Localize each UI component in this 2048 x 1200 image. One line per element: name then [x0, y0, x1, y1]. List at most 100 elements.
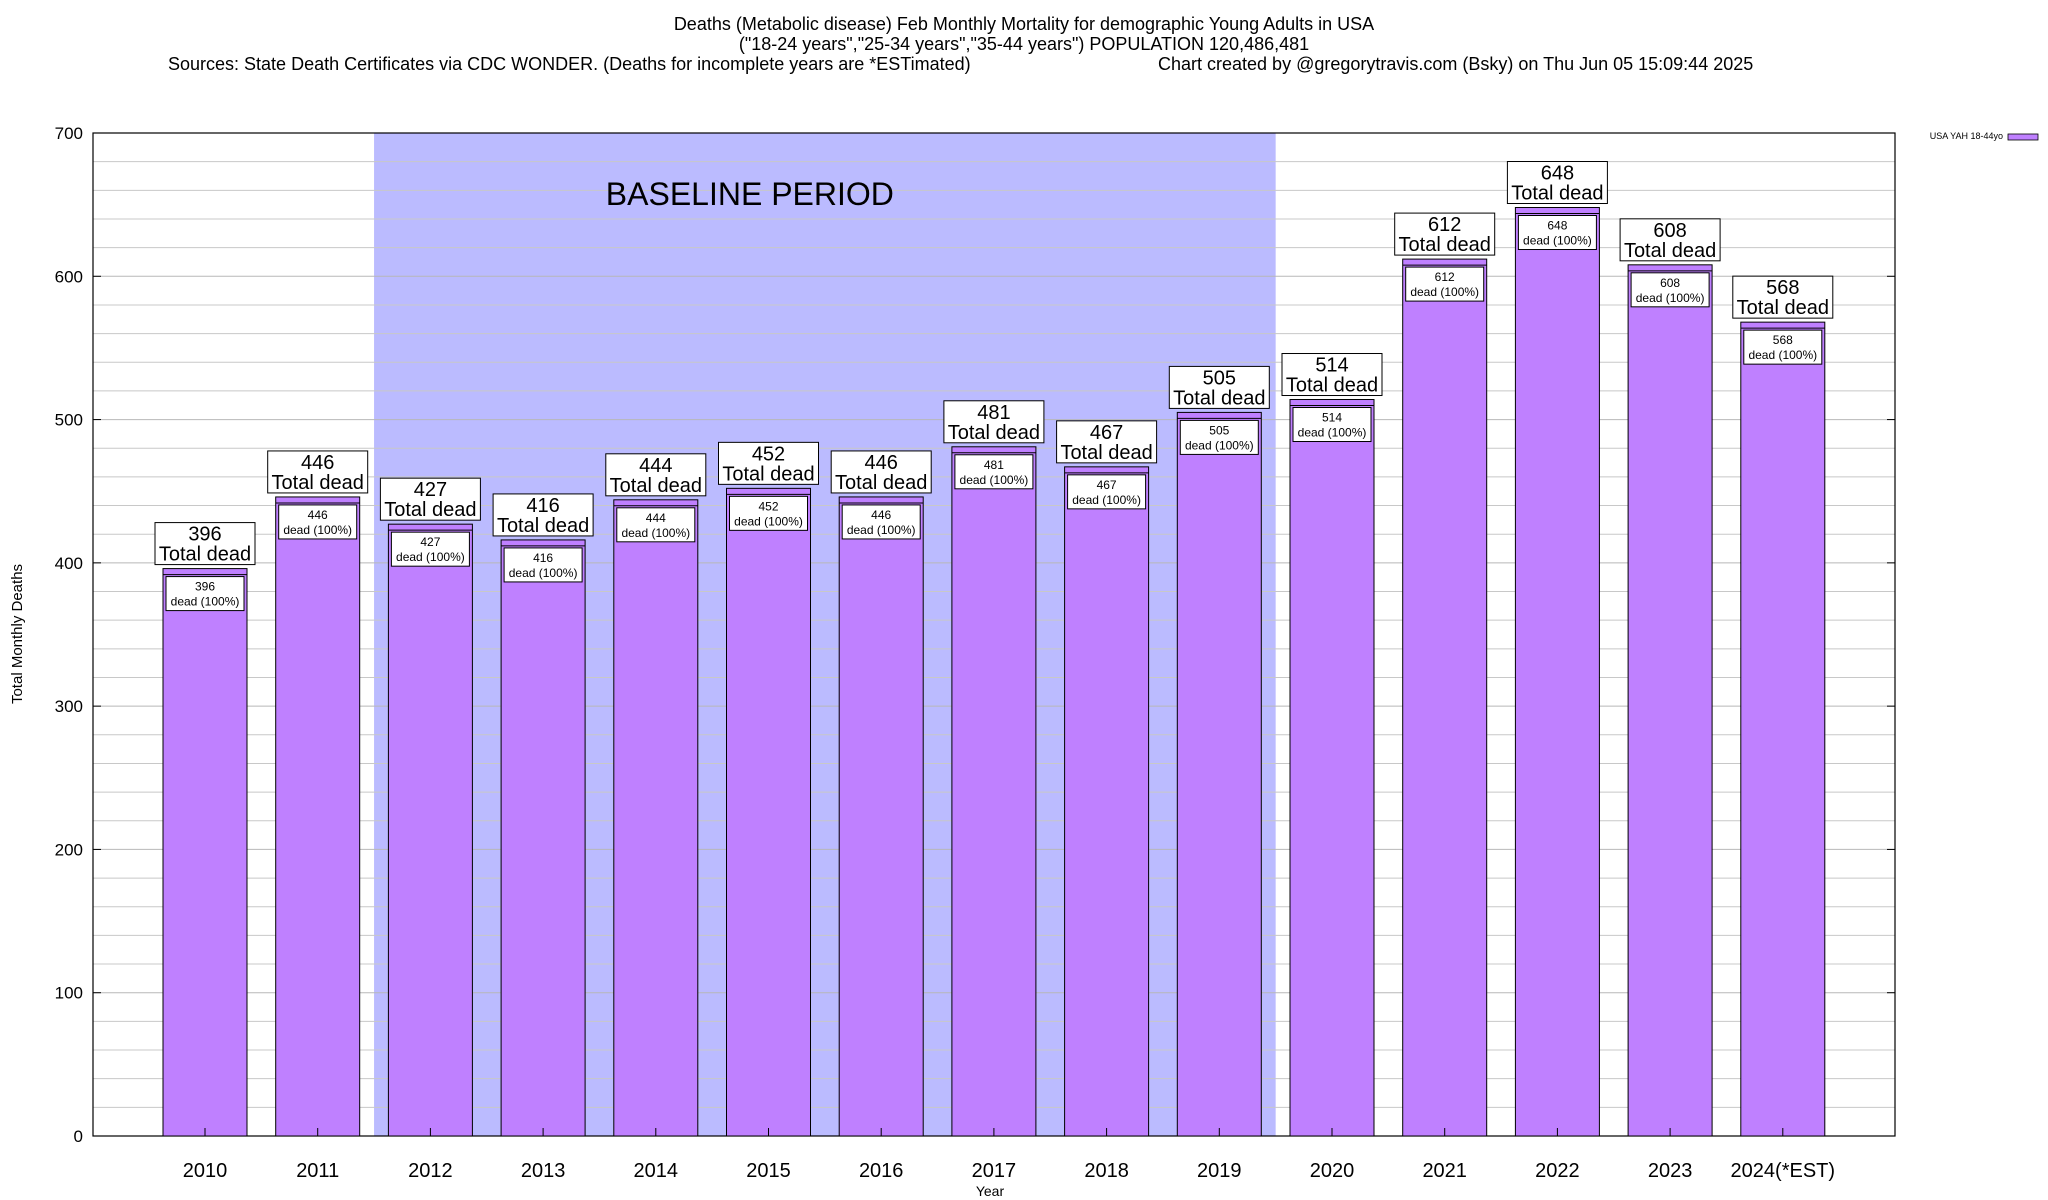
top-label-box [830, 450, 932, 494]
inner-label-box [729, 495, 808, 531]
top-label-text: Total dead [1399, 234, 1491, 256]
top-label-text: Total dead [384, 499, 476, 521]
baseline-period-label: BASELINE PERIOD [606, 176, 894, 212]
top-label-value: 446 [301, 452, 334, 474]
inner-label-value: 505 [1209, 423, 1229, 437]
inner-label-text: dead (100%) [1410, 285, 1479, 299]
legend-label: USA YAH 18-44yo [1930, 131, 2003, 141]
x-tick-label: 2020 [1310, 1160, 1355, 1182]
inner-label-box [278, 504, 358, 540]
y-tick-label: 200 [55, 840, 83, 859]
x-tick-label: 2014 [634, 1160, 679, 1182]
top-label-box [154, 522, 256, 566]
x-tick-label: 2016 [859, 1160, 904, 1182]
chart-title-line2: ("18-24 years","25-34 years","35-44 year… [738, 34, 1310, 54]
inner-label-box [165, 576, 245, 612]
top-label-text: Total dead [1624, 240, 1716, 262]
top-label-text: Total dead [1286, 375, 1378, 397]
inner-label-value: 612 [1435, 270, 1455, 284]
bar [838, 496, 924, 1137]
top-label-text: Total dead [835, 472, 927, 494]
inner-label-value: 481 [984, 458, 1004, 472]
top-label-value: 514 [1315, 355, 1348, 377]
inner-label-value: 446 [308, 508, 328, 522]
inner-label-text: dead (100%) [1298, 426, 1367, 440]
top-label-text: Total dead [159, 544, 251, 566]
bar [1176, 411, 1262, 1137]
top-label-text: Total dead [722, 463, 814, 485]
top-label-text: Total dead [1060, 442, 1152, 464]
x-tick-label: 2011 [296, 1160, 339, 1182]
inner-label-box [390, 531, 470, 567]
inner-label-text: dead (100%) [509, 566, 578, 580]
legend-swatch [2007, 133, 2039, 141]
bar [613, 499, 699, 1137]
y-tick-label: 400 [55, 554, 83, 573]
bar [1627, 264, 1713, 1137]
chart-title-line1: Deaths (Metabolic disease) Feb Monthly M… [673, 14, 1375, 34]
inner-label-text: dead (100%) [621, 526, 690, 540]
bar [275, 496, 361, 1137]
inner-label-box [1743, 329, 1823, 365]
inner-label-text: dead (100%) [1185, 438, 1254, 452]
inner-label-box [1292, 407, 1372, 443]
top-label-value: 568 [1766, 277, 1799, 299]
chart-sources-note: Sources: State Death Certificates via CD… [168, 54, 971, 74]
x-tick-label: 2017 [972, 1160, 1017, 1182]
x-tick-label: 2010 [183, 1160, 228, 1182]
bar [1289, 399, 1375, 1137]
top-label-value: 452 [752, 443, 785, 465]
inner-label-text: dead (100%) [283, 523, 352, 537]
x-tick-label: 2023 [1648, 1160, 1693, 1182]
inner-label-value: 444 [646, 511, 666, 525]
top-label-box [1281, 353, 1383, 397]
inner-label-text: dead (100%) [1523, 234, 1592, 248]
bar [726, 487, 811, 1137]
top-label-value: 427 [414, 479, 447, 501]
bar [1402, 258, 1488, 1137]
top-label-box [1056, 420, 1158, 464]
inner-label-value: 648 [1547, 219, 1567, 233]
x-tick-label: 2013 [521, 1160, 566, 1182]
bar [387, 523, 473, 1137]
top-label-value: 612 [1428, 214, 1461, 236]
inner-label-value: 452 [758, 499, 778, 513]
inner-label-box [1067, 474, 1147, 510]
inner-label-text: dead (100%) [847, 523, 916, 537]
top-label-value: 608 [1653, 220, 1686, 242]
top-label-value: 505 [1203, 367, 1236, 389]
top-label-text: Total dead [272, 472, 364, 494]
top-label-box [1506, 161, 1608, 205]
inner-label-value: 416 [533, 551, 553, 565]
bar [951, 446, 1037, 1137]
bar [500, 539, 586, 1137]
bar [1740, 321, 1826, 1137]
top-label-box [492, 493, 594, 537]
top-label-box [943, 400, 1045, 444]
inner-label-text: dead (100%) [1748, 348, 1817, 362]
x-tick-label: 2015 [746, 1160, 791, 1182]
x-tick-label: 2018 [1084, 1160, 1129, 1182]
y-axis-title: Total Monthly Deaths [9, 564, 26, 704]
top-label-text: Total dead [1737, 297, 1829, 319]
bar [1514, 207, 1600, 1137]
y-tick-label: 600 [55, 267, 83, 286]
bar [162, 568, 248, 1137]
top-label-box [605, 453, 707, 497]
x-axis-title: Year [976, 1183, 1005, 1199]
inner-label-box [1405, 266, 1485, 302]
top-label-box [1168, 365, 1270, 409]
x-tick-label: 2021 [1422, 1160, 1467, 1182]
inner-label-value: 608 [1660, 276, 1680, 290]
top-label-text: Total dead [1173, 387, 1265, 409]
top-label-box [1619, 218, 1721, 262]
inner-label-box [954, 454, 1034, 490]
top-label-text: Total dead [948, 422, 1040, 444]
inner-label-box [1630, 272, 1710, 308]
inner-label-text: dead (100%) [1636, 291, 1705, 305]
inner-label-text: dead (100%) [396, 550, 465, 564]
inner-label-box [841, 504, 921, 540]
top-label-value: 444 [639, 455, 672, 477]
top-label-box [718, 441, 819, 485]
